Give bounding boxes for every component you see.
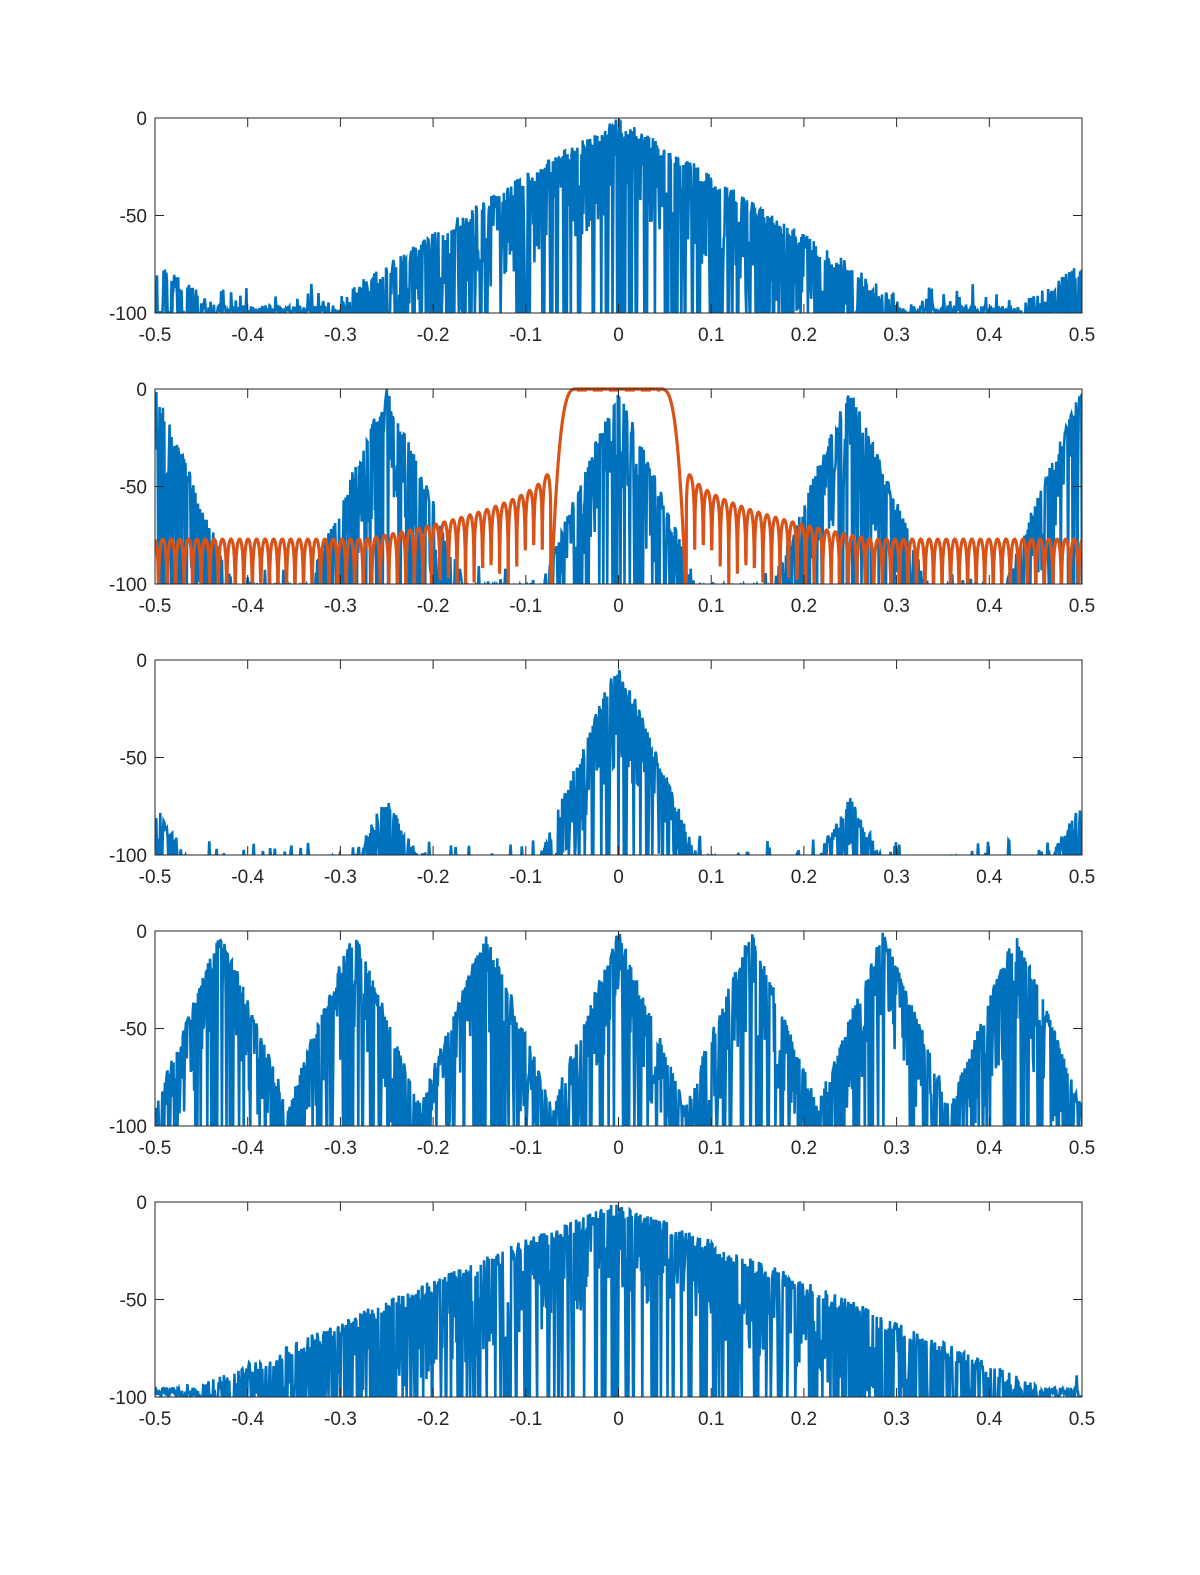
x-tick-label: 0.4 [976,325,1003,346]
x-tick-label: 0.2 [791,1409,817,1430]
x-tick-label: 0 [613,867,624,888]
x-tick-label: 0.5 [1069,325,1095,346]
x-tick-label: -0.5 [139,596,172,617]
x-tick-label: 0.1 [698,867,724,888]
x-tick-label: -0.1 [509,867,542,888]
x-tick-label: -0.3 [324,867,357,888]
x-tick-label: 0.5 [1069,596,1095,617]
x-tick-label: -0.5 [139,1409,172,1430]
x-tick-label: -0.5 [139,867,172,888]
x-tick-label: -0.3 [324,1409,357,1430]
x-tick-label: -0.3 [324,596,357,617]
y-tick-label: 0 [136,922,147,943]
x-tick-label: 0 [613,325,624,346]
x-tick-label: -0.4 [231,1138,264,1159]
y-tick-label: -100 [109,1388,147,1409]
series-line-1 [155,118,1082,313]
x-tick-label: 0.5 [1069,1138,1095,1159]
series-line-1 [155,932,1082,1126]
x-tick-label: 0.3 [883,867,909,888]
series-line-1 [155,389,1082,584]
x-tick-label: 0.2 [791,1138,817,1159]
x-tick-label: -0.5 [139,325,172,346]
subplot-2: -0.5 -0.4 -0.3 -0.2 -0.1 0 0.1 0.2 0.3 0.4 0.5 0 -50… [109,380,1095,617]
x-tick-label: -0.1 [509,325,542,346]
x-tick-label: 0.1 [698,596,724,617]
x-tick-label: 0.1 [698,325,724,346]
series-line-1 [155,669,1082,855]
x-tick-label: 0.4 [976,867,1003,888]
x-tick-label: 0.2 [791,596,817,617]
subplot-4: -0.5 -0.4 -0.3 -0.2 -0.1 0 0.1 0.2 0.3 0.4 0.5 0 -50… [109,922,1095,1159]
y-tick-label: -50 [120,478,147,499]
x-tick-label: 0.5 [1069,1409,1095,1430]
x-tick-label: 0.1 [698,1409,724,1430]
x-tick-label: 0 [613,596,624,617]
x-tick-label: -0.4 [231,596,264,617]
x-tick-label: 0 [613,1138,624,1159]
y-tick-label: -50 [120,207,147,228]
y-tick-label: -50 [120,749,147,770]
y-tick-label: -100 [109,1117,147,1138]
y-tick-label: 0 [136,651,147,672]
y-tick-label: 0 [136,1193,147,1214]
x-tick-label: -0.4 [231,1409,264,1430]
y-tick-label: -100 [109,575,147,596]
y-tick-label: -100 [109,846,147,867]
y-tick-label: -50 [120,1291,147,1312]
y-tick-label: -50 [120,1020,147,1041]
x-tick-label: 0.3 [883,596,909,617]
x-tick-label: -0.1 [509,596,542,617]
x-tick-label: 0.4 [976,596,1003,617]
x-tick-label: -0.2 [417,325,450,346]
subplot-5: -0.5 -0.4 -0.3 -0.2 -0.1 0 0.1 0.2 0.3 0.4 0.5 0 -50… [109,1193,1095,1430]
x-tick-label: -0.2 [417,1138,450,1159]
y-tick-label: -100 [109,304,147,325]
y-tick-label: 0 [136,109,147,130]
y-tick-label: 0 [136,380,147,401]
x-tick-label: 0.4 [976,1409,1003,1430]
x-tick-label: 0.3 [883,325,909,346]
x-tick-label: -0.2 [417,596,450,617]
x-tick-label: -0.4 [231,325,264,346]
x-tick-label: -0.1 [509,1138,542,1159]
x-tick-label: -0.4 [231,867,264,888]
subplot-1: -0.5 -0.4 -0.3 -0.2 -0.1 0 0.1 0.2 0.3 0.4 0.5 0 -50… [109,109,1095,346]
x-tick-label: 0.1 [698,1138,724,1159]
x-tick-label: -0.3 [324,325,357,346]
x-tick-label: -0.2 [417,1409,450,1430]
series-line-1 [155,1204,1082,1397]
x-tick-label: 0.3 [883,1138,909,1159]
x-tick-label: 0.3 [883,1409,909,1430]
x-tick-label: 0.4 [976,1138,1003,1159]
x-tick-label: -0.1 [509,1409,542,1430]
x-tick-label: -0.5 [139,1138,172,1159]
x-tick-label: 0.5 [1069,867,1095,888]
x-tick-label: 0 [613,1409,624,1430]
x-tick-label: 0.2 [791,325,817,346]
x-tick-label: -0.2 [417,867,450,888]
subplot-3: -0.5 -0.4 -0.3 -0.2 -0.1 0 0.1 0.2 0.3 0.4 0.5 0 -50… [109,651,1095,888]
x-tick-label: 0.2 [791,867,817,888]
x-tick-label: -0.3 [324,1138,357,1159]
